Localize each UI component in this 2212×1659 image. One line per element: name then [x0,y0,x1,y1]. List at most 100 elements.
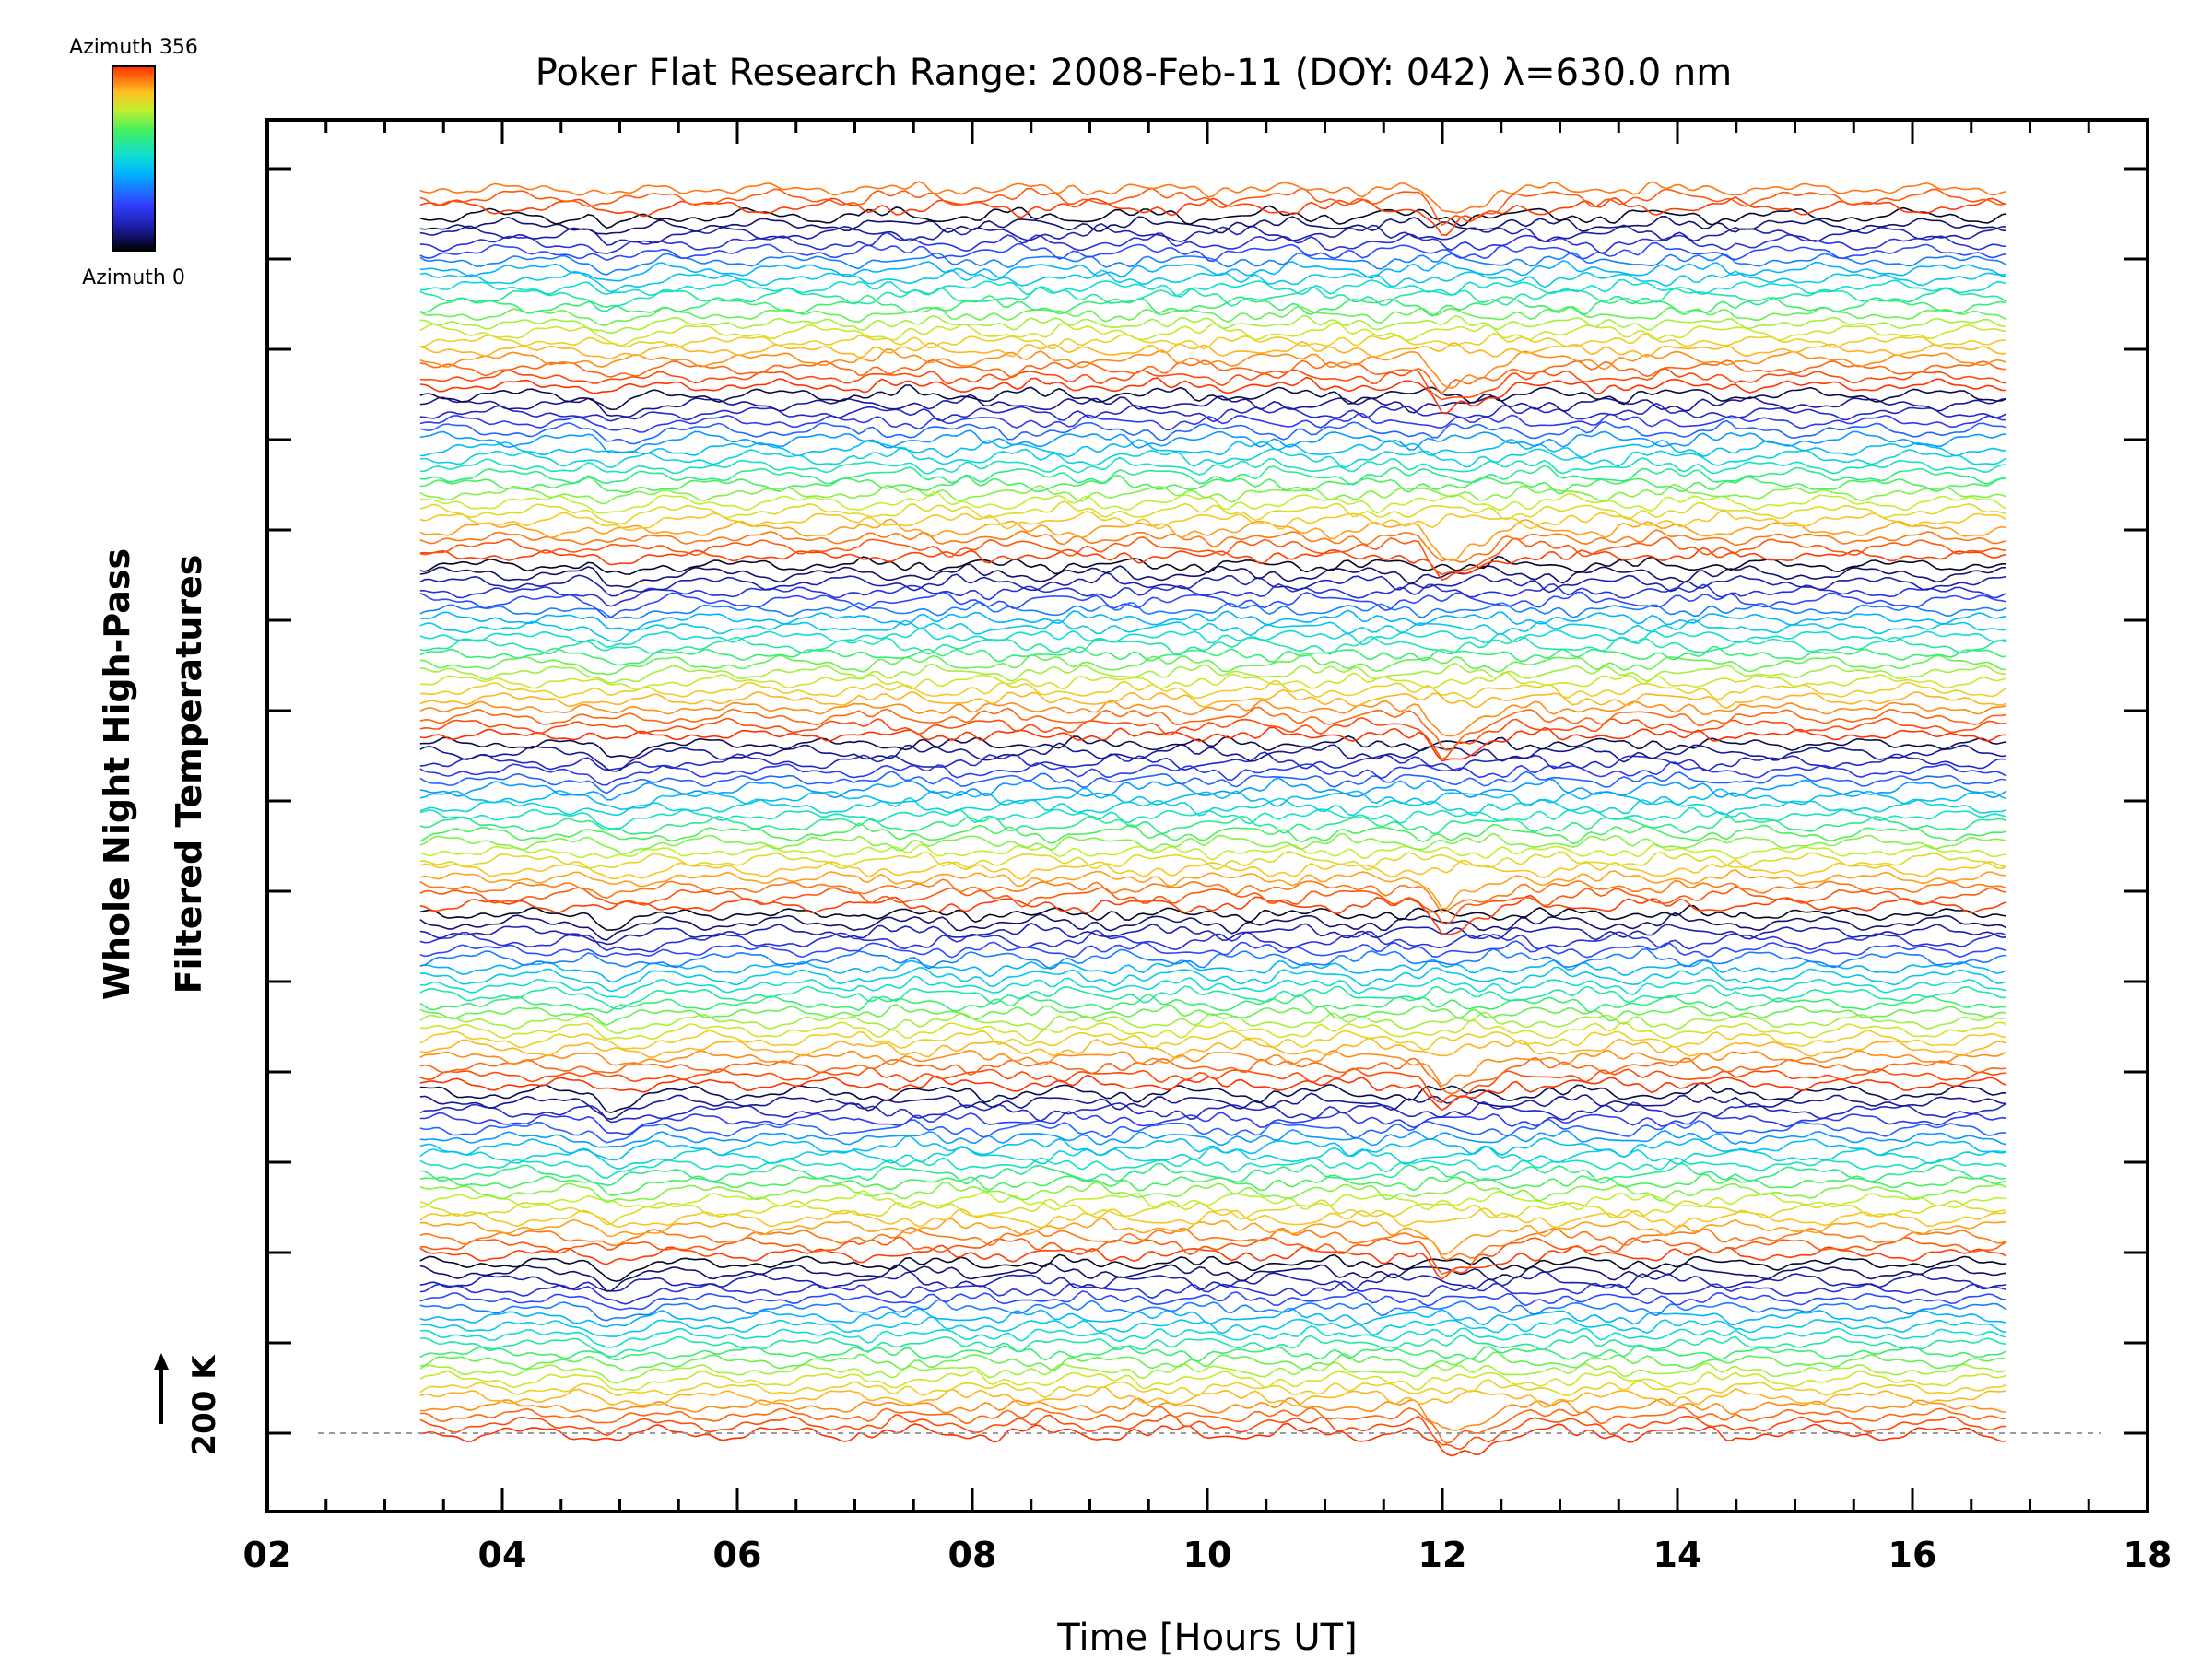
temperature-trace [419,582,2007,607]
temperature-trace [419,1111,2007,1135]
temperature-trace [419,1135,2007,1161]
temperature-trace [419,483,2007,505]
temperature-trace [419,662,2007,684]
temperature-trace [419,1290,2007,1311]
temperature-trace [419,1181,2007,1204]
temperature-trace [419,923,2007,946]
temperature-trace [419,929,2007,953]
temperature-trace [419,1049,2007,1087]
temperature-trace [419,510,2007,532]
temperature-trace [419,1129,2007,1148]
temperature-trace [419,716,2007,760]
temperature-trace [419,777,2007,801]
temperature-trace [419,348,2007,390]
temperature-trace [419,1162,2007,1186]
temperature-trace [419,1299,2007,1322]
temperature-trace [419,269,2007,293]
temperature-trace [419,1100,2007,1124]
temperature-trace [419,894,2007,935]
temperature-trace [419,843,2007,861]
temperature-trace [419,751,2007,772]
temperature-traces [419,181,2007,1457]
temperature-trace [419,196,2007,236]
temperature-trace [419,305,2007,326]
chart-title: Poker Flat Research Range: 2008-Feb-11 (… [535,52,1732,94]
temperature-trace [419,376,2007,415]
temperature-trace [419,645,2007,666]
temperature-trace [419,832,2007,855]
colorbar-legend: Azimuth 356 Azimuth 0 [69,36,198,289]
temperature-trace [419,627,2007,649]
temperature-trace [419,215,2007,235]
temperature-trace [419,1413,2007,1451]
temperature-trace [419,367,2007,401]
temperature-trace [419,359,2007,395]
temperature-trace [419,671,2007,691]
temperature-trace [419,947,2007,970]
temperature-trace [419,1406,2007,1444]
temperature-trace [419,555,2006,575]
temperature-trace [419,1030,2007,1051]
temperature-trace [419,1379,2007,1399]
baseline-scale-label: 200 K [186,1354,223,1456]
temperature-trace [419,904,2007,931]
temperature-trace [419,535,2007,576]
temperature-trace [419,940,2007,959]
temperature-trace [419,1037,2007,1059]
temperature-trace [419,259,2007,282]
y-axis-label-line2: Filtered Temperatures [169,555,209,994]
temperature-trace [419,438,2007,459]
temperature-trace [419,446,2007,469]
colorbar [112,65,156,252]
y-axis-label-line1: Whole Night High-Pass [97,548,137,1000]
temperature-trace [419,1316,2007,1337]
temperature-trace [419,465,2007,486]
temperature-trace [419,500,2007,525]
temperature-trace [419,456,2007,476]
temperature-trace [419,726,2007,762]
x-tick-label: 14 [1653,1535,1702,1575]
temperature-trace [419,286,2007,312]
temperature-trace [419,1324,2007,1348]
temperature-trace [419,278,2007,298]
temperature-trace [419,878,2007,913]
temperature-trace [419,419,2007,445]
temperature-trace [419,912,2007,941]
temperature-trace [419,1244,2007,1280]
temperature-trace [419,1307,2007,1328]
temperature-trace [419,394,2007,418]
temperature-trace [419,1217,2006,1255]
temperature-trace [419,1370,2007,1392]
temperature-trace [419,1019,2007,1042]
temperature-trace [419,314,2006,335]
temperature-trace [419,706,2007,751]
baseline-scale-indicator: 200 K [154,1353,223,1456]
temperature-trace [419,993,2007,1014]
temperature-trace [419,1236,2007,1276]
temperature-trace [419,1082,2007,1113]
temperature-trace [419,429,2007,454]
temperature-trace [419,1004,2007,1026]
temperature-trace [419,547,2007,582]
temperature-trace [419,1198,2007,1226]
temperature-trace [419,205,2007,229]
temperature-trace [419,700,2007,737]
temperature-trace [419,653,2007,676]
temperature-trace [419,1386,2007,1408]
temperature-trace [419,851,2007,871]
temperature-trace [419,761,2007,786]
temperature-trace [419,187,2007,227]
temperature-trace [419,858,2007,880]
temperature-trace [419,384,2007,411]
temperature-trace [419,1262,2007,1292]
x-tick-label: 02 [243,1535,292,1575]
temperature-trace [419,635,2007,656]
temperature-trace [419,679,2007,700]
temperature-trace [419,563,2007,588]
temperature-trace [419,1189,2007,1211]
x-tick-label: 18 [2124,1535,2172,1575]
temperature-trace [419,1157,2007,1180]
temperature-trace [419,1207,2007,1229]
temperature-trace [419,984,2007,1010]
temperature-trace [419,796,2007,817]
